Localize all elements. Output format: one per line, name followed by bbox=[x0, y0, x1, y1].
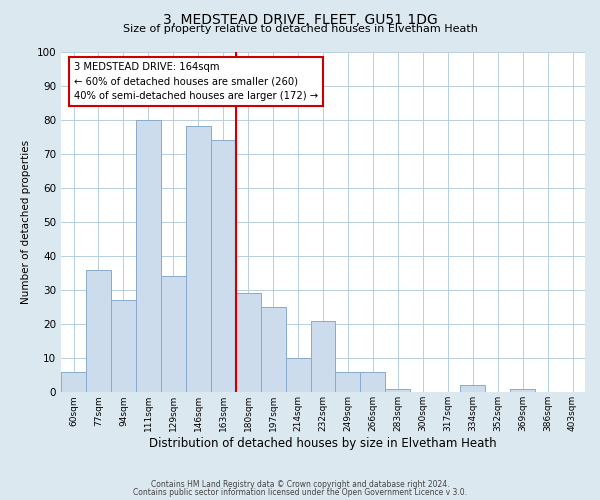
Text: 3, MEDSTEAD DRIVE, FLEET, GU51 1DG: 3, MEDSTEAD DRIVE, FLEET, GU51 1DG bbox=[163, 12, 437, 26]
Bar bbox=[86, 270, 111, 392]
Bar bbox=[111, 300, 136, 392]
Text: Contains HM Land Registry data © Crown copyright and database right 2024.: Contains HM Land Registry data © Crown c… bbox=[151, 480, 449, 489]
Bar bbox=[161, 276, 186, 392]
Bar bbox=[361, 372, 385, 392]
Text: Size of property relative to detached houses in Elvetham Heath: Size of property relative to detached ho… bbox=[122, 24, 478, 34]
Bar bbox=[260, 307, 286, 392]
Bar bbox=[510, 389, 535, 392]
Bar bbox=[335, 372, 361, 392]
Bar bbox=[136, 120, 161, 392]
Bar bbox=[61, 372, 86, 392]
Bar bbox=[385, 389, 410, 392]
Bar bbox=[286, 358, 311, 392]
Text: Contains public sector information licensed under the Open Government Licence v : Contains public sector information licen… bbox=[133, 488, 467, 497]
Bar bbox=[311, 320, 335, 392]
Bar bbox=[186, 126, 211, 392]
Text: 3 MEDSTEAD DRIVE: 164sqm
← 60% of detached houses are smaller (260)
40% of semi-: 3 MEDSTEAD DRIVE: 164sqm ← 60% of detach… bbox=[74, 62, 317, 102]
X-axis label: Distribution of detached houses by size in Elvetham Heath: Distribution of detached houses by size … bbox=[149, 437, 497, 450]
Bar bbox=[211, 140, 236, 392]
Bar bbox=[236, 294, 260, 392]
Bar bbox=[460, 386, 485, 392]
Y-axis label: Number of detached properties: Number of detached properties bbox=[21, 140, 31, 304]
